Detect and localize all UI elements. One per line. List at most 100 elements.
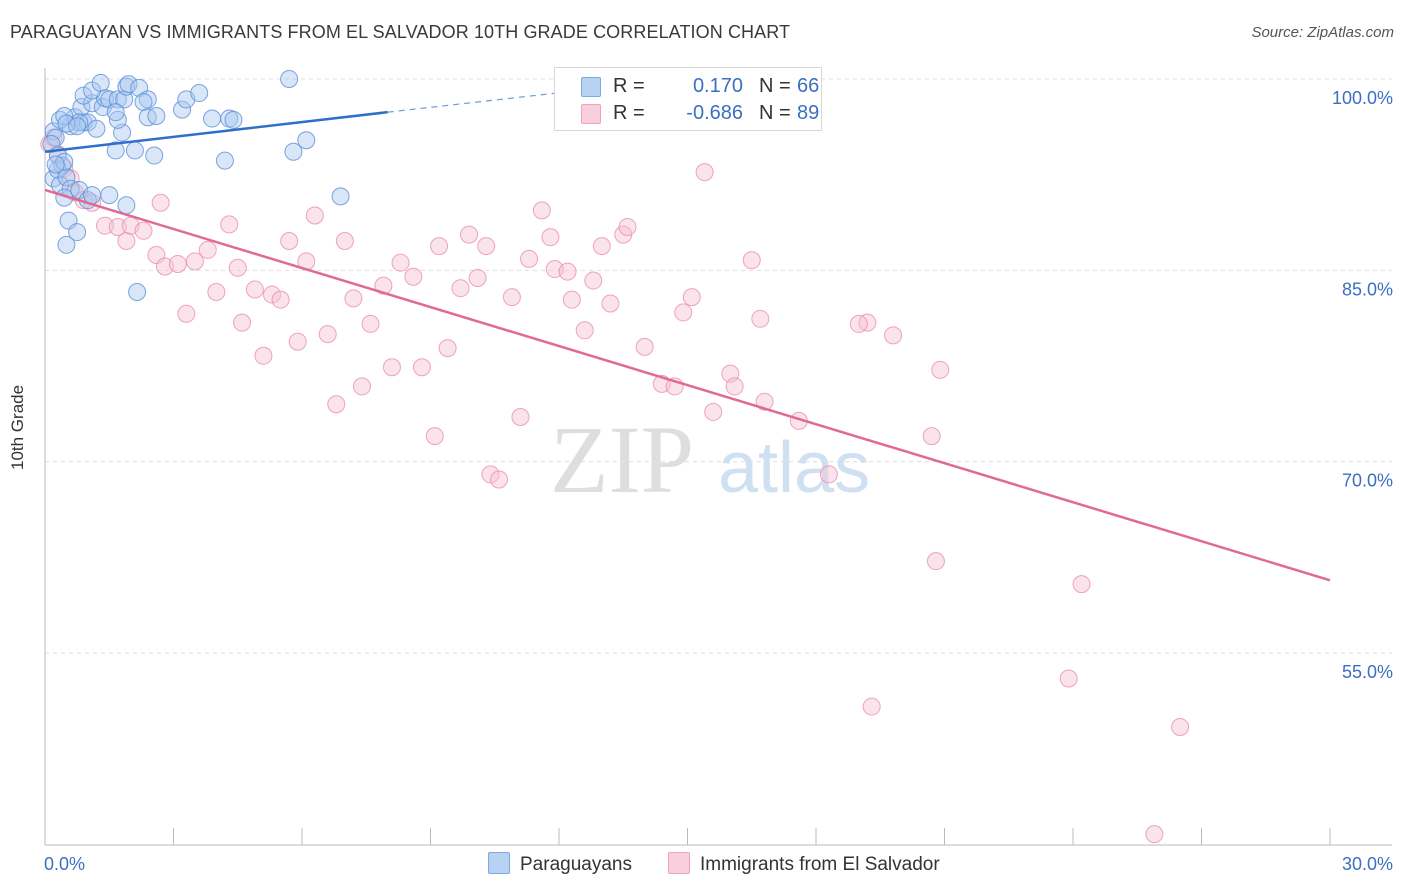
data-point-el-salvador <box>562 290 581 309</box>
data-point-paraguayan <box>297 131 316 150</box>
data-point-paraguayan <box>46 155 65 174</box>
data-point-el-salvador <box>751 309 770 328</box>
data-point-paraguayan <box>68 117 87 136</box>
data-point-el-salvador <box>532 201 551 220</box>
y-tick-labels: 100.0% 85.0% 70.0% 55.0% <box>1332 88 1393 682</box>
data-point-el-salvador <box>228 258 247 277</box>
data-point-el-salvador <box>382 358 401 377</box>
data-point-el-salvador <box>404 267 423 286</box>
data-point-el-salvador <box>438 339 457 358</box>
y-tick-label: 85.0% <box>1342 279 1393 299</box>
data-point-paraguayan <box>284 142 303 161</box>
data-point-el-salvador <box>108 217 127 236</box>
data-point-el-salvador <box>520 249 539 268</box>
data-point-paraguayan <box>190 84 209 103</box>
data-point-el-salvador <box>263 285 282 304</box>
source-label: Source: ZipAtlas.com <box>1251 24 1394 41</box>
data-point-paraguayan <box>55 106 74 125</box>
data-point-paraguayan <box>134 92 153 111</box>
data-point-el-salvador <box>374 276 393 295</box>
data-point-el-salvador <box>742 251 761 270</box>
data-point-el-salvador <box>704 402 723 421</box>
chart-title: PARAGUAYAN VS IMMIGRANTS FROM EL SALVADO… <box>10 22 791 42</box>
data-point-paraguayan <box>147 106 166 125</box>
data-point-el-salvador <box>254 346 273 365</box>
data-point-el-salvador <box>725 377 744 396</box>
data-point-el-salvador <box>502 288 521 307</box>
data-point-paraguayan <box>224 110 243 129</box>
data-point-el-salvador <box>1171 717 1190 736</box>
bottom-legend-label: Immigrants from El Salvador <box>700 854 940 875</box>
data-point-el-salvador <box>926 552 945 571</box>
trend-line-el-salvador <box>44 188 1331 582</box>
data-point-el-salvador <box>95 216 114 235</box>
data-point-el-salvador <box>168 254 187 273</box>
x-tick-label: 0.0% <box>44 854 85 874</box>
bottom-legend-swatch-blue <box>488 852 510 874</box>
data-point-paraguayan <box>106 103 125 122</box>
data-point-paraguayan <box>117 77 136 96</box>
data-point-el-salvador <box>695 163 714 182</box>
data-point-paraguayan <box>57 235 76 254</box>
data-point-el-salvador <box>344 289 363 308</box>
data-point-el-salvador <box>198 240 217 259</box>
data-point-el-salvador <box>1072 575 1091 594</box>
data-point-paraguayan <box>106 141 125 160</box>
data-point-paraguayan <box>145 146 164 165</box>
legend-n-label: N = <box>759 102 791 124</box>
data-point-paraguayan <box>173 100 192 119</box>
data-point-el-salvador <box>1059 669 1078 688</box>
legend-n-value: 89 <box>797 102 820 124</box>
bottom-legend-el-salvador: Immigrants from El Salvador <box>668 852 940 876</box>
data-point-el-salvador <box>592 237 611 256</box>
data-point-paraguayan <box>119 75 138 94</box>
data-point-paraguayan <box>91 73 110 92</box>
bottom-legend-paraguayans: Paraguayans <box>488 852 632 876</box>
data-point-el-salvador <box>511 408 530 427</box>
data-point-paraguayan <box>108 110 127 129</box>
data-point-el-salvador <box>477 237 496 256</box>
data-point-el-salvador <box>430 237 449 256</box>
data-point-el-salvador <box>425 427 444 446</box>
data-point-el-salvador <box>117 231 136 250</box>
bottom-legend-label: Paraguayans <box>520 854 632 875</box>
data-point-el-salvador <box>318 325 337 344</box>
data-point-el-salvador <box>207 283 226 302</box>
data-point-el-salvador <box>185 252 204 271</box>
data-point-el-salvador <box>151 193 170 212</box>
trend-line-paraguayans <box>44 110 388 153</box>
watermark-atlas: atlas <box>718 428 870 508</box>
data-point-el-salvador <box>352 377 371 396</box>
data-point-el-salvador <box>134 221 153 240</box>
legend-swatch-blue <box>581 77 601 97</box>
grid-lines <box>45 78 1392 654</box>
data-point-el-salvador <box>884 326 903 345</box>
data-point-el-salvador <box>575 321 594 340</box>
legend-r-label: R = <box>613 75 645 97</box>
legend-r-value: 0.170 <box>692 75 743 97</box>
legend-r-label: R = <box>613 102 645 124</box>
data-point-paraguayan <box>117 196 136 215</box>
data-point-el-salvador <box>1145 825 1164 844</box>
data-point-el-salvador <box>481 465 500 484</box>
data-point-el-salvador <box>391 253 410 272</box>
data-point-el-salvador <box>682 288 701 307</box>
data-point-paraguayan <box>83 186 102 205</box>
legend-swatch-pink <box>581 104 601 124</box>
data-point-el-salvador <box>460 225 479 244</box>
data-point-paraguayan <box>87 119 106 138</box>
axes <box>44 68 1392 846</box>
data-point-paraguayan <box>57 168 76 187</box>
data-point-el-salvador <box>177 304 196 323</box>
data-point-paraguayan <box>72 98 91 117</box>
y-tick-label: 55.0% <box>1342 662 1393 682</box>
data-point-el-salvador <box>288 332 307 351</box>
watermark-zip: ZIP <box>550 406 694 513</box>
data-point-el-salvador <box>451 279 470 298</box>
y-tick-label: 100.0% <box>1332 88 1393 108</box>
x-tick-labels: 0.0% 30.0% <box>44 854 1393 874</box>
data-point-el-salvador <box>635 337 654 356</box>
data-point-el-salvador <box>468 268 487 287</box>
data-point-el-salvador <box>280 231 299 250</box>
